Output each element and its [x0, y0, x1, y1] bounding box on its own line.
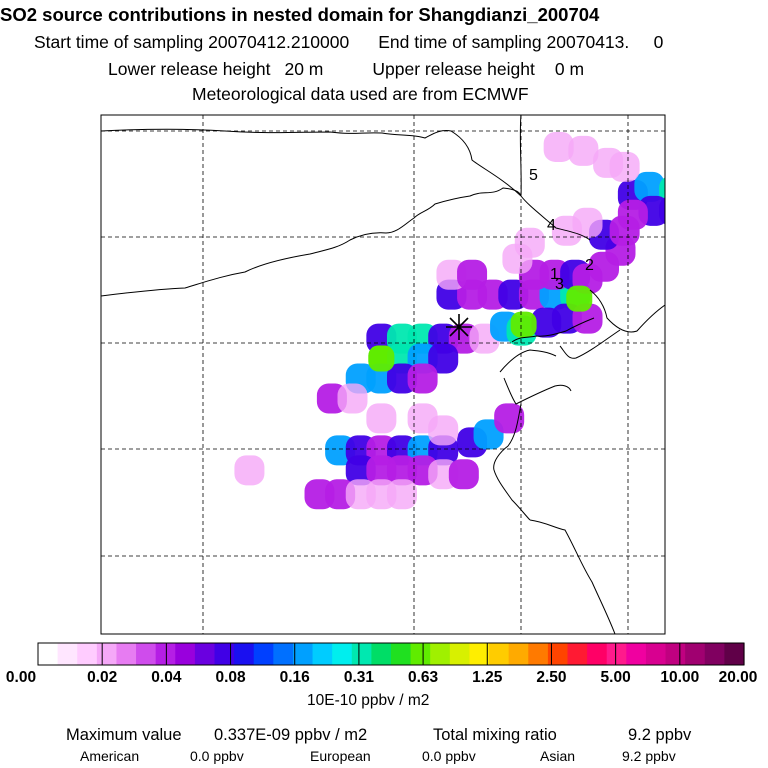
- release-heights: Lower release height 20 m Upper release he…: [108, 59, 585, 79]
- end-time-value: 20070413. 0: [546, 32, 664, 52]
- colorbar-unit: 10E-10 ppbv / m2: [307, 692, 430, 709]
- start-time-value: 20070412.210000: [208, 32, 350, 52]
- site-label-2: 2: [585, 257, 594, 274]
- site-label-3: 3: [555, 276, 564, 293]
- upper-release-label: Upper release height: [372, 59, 535, 79]
- lower-release-label: Lower release height: [108, 59, 271, 79]
- concentration-cell: [368, 345, 395, 372]
- receptor-star-marker: [446, 314, 472, 340]
- concentration-cell: [428, 343, 459, 374]
- start-time-label: Start time of sampling: [34, 32, 204, 52]
- colorbar-tick-label: 5.00: [600, 669, 631, 686]
- concentration-cell: [568, 135, 599, 166]
- colorbar-tick-label: 0.16: [279, 669, 310, 686]
- concentration-cell: [665, 182, 691, 208]
- end-time-label: End time of sampling: [378, 32, 542, 52]
- chart-title: SO2 source contributions in nested domai…: [0, 4, 600, 25]
- colorbar-tick-label: 10.00: [660, 669, 700, 686]
- colorbar-tick-label: 1.25: [472, 669, 503, 686]
- concentration-cell: [386, 479, 417, 510]
- colorbar-tick-label: 20.00: [718, 669, 758, 686]
- total-mixing-value: 9.2 ppbv: [628, 726, 692, 744]
- concentration-cell: [609, 151, 640, 182]
- colorbar-tick-label: 2.50: [536, 669, 567, 686]
- colorbar-tick-label: 0.08: [215, 669, 246, 686]
- site-label-1: 1: [550, 266, 559, 283]
- concentration-cell: [234, 455, 265, 486]
- colorbar-tick-label: 0.31: [343, 669, 374, 686]
- site-label-4: 4: [547, 217, 556, 234]
- concentration-cell: [510, 311, 537, 338]
- concentration-cell: [494, 403, 525, 434]
- concentration-field: [234, 131, 691, 510]
- upper-release-value: 0 m: [554, 59, 585, 79]
- american-label: American: [80, 748, 140, 764]
- colorbar-tick-label: 0.04: [151, 669, 182, 686]
- lat-lon-gridlines: [101, 115, 665, 634]
- concentration-cell: [634, 171, 665, 202]
- concentration-cell: [407, 403, 438, 434]
- max-value: 0.337E-09 ppbv / m2: [214, 726, 368, 744]
- colorbar-tick-label: 0.02: [87, 669, 118, 686]
- met-data-note: Meteorological data used are from ECMWF: [192, 84, 529, 104]
- concentration-cell: [407, 363, 438, 394]
- concentration-cell: [514, 227, 545, 258]
- colorbar-tick-label: 0.00: [5, 669, 37, 686]
- european-value: 0.0 ppbv: [422, 748, 476, 764]
- concentration-cell: [448, 459, 479, 490]
- concentration-cell: [543, 131, 574, 162]
- map-frame: [100, 114, 666, 635]
- site-label-5: 5: [529, 167, 538, 184]
- total-mixing-label: Total mixing ratio: [433, 726, 557, 744]
- concentration-cell: [617, 199, 648, 230]
- asian-value: 9.2 ppbv: [622, 748, 676, 764]
- concentration-cell: [337, 383, 368, 414]
- lower-release-value: 20 m: [284, 59, 324, 79]
- asian-label: Asian: [540, 748, 576, 764]
- sampling-times: Start time of sampling 20070412.210000 En…: [34, 32, 664, 52]
- max-value-label: Maximum value: [66, 726, 182, 744]
- european-label: European: [310, 748, 371, 764]
- colorbar-tick-label: 0.63: [407, 669, 439, 686]
- concentration-cell: [366, 403, 397, 434]
- american-value: 0.0 ppbv: [190, 748, 244, 764]
- concentration-cell: [457, 259, 488, 290]
- concentration-cell: [566, 285, 593, 312]
